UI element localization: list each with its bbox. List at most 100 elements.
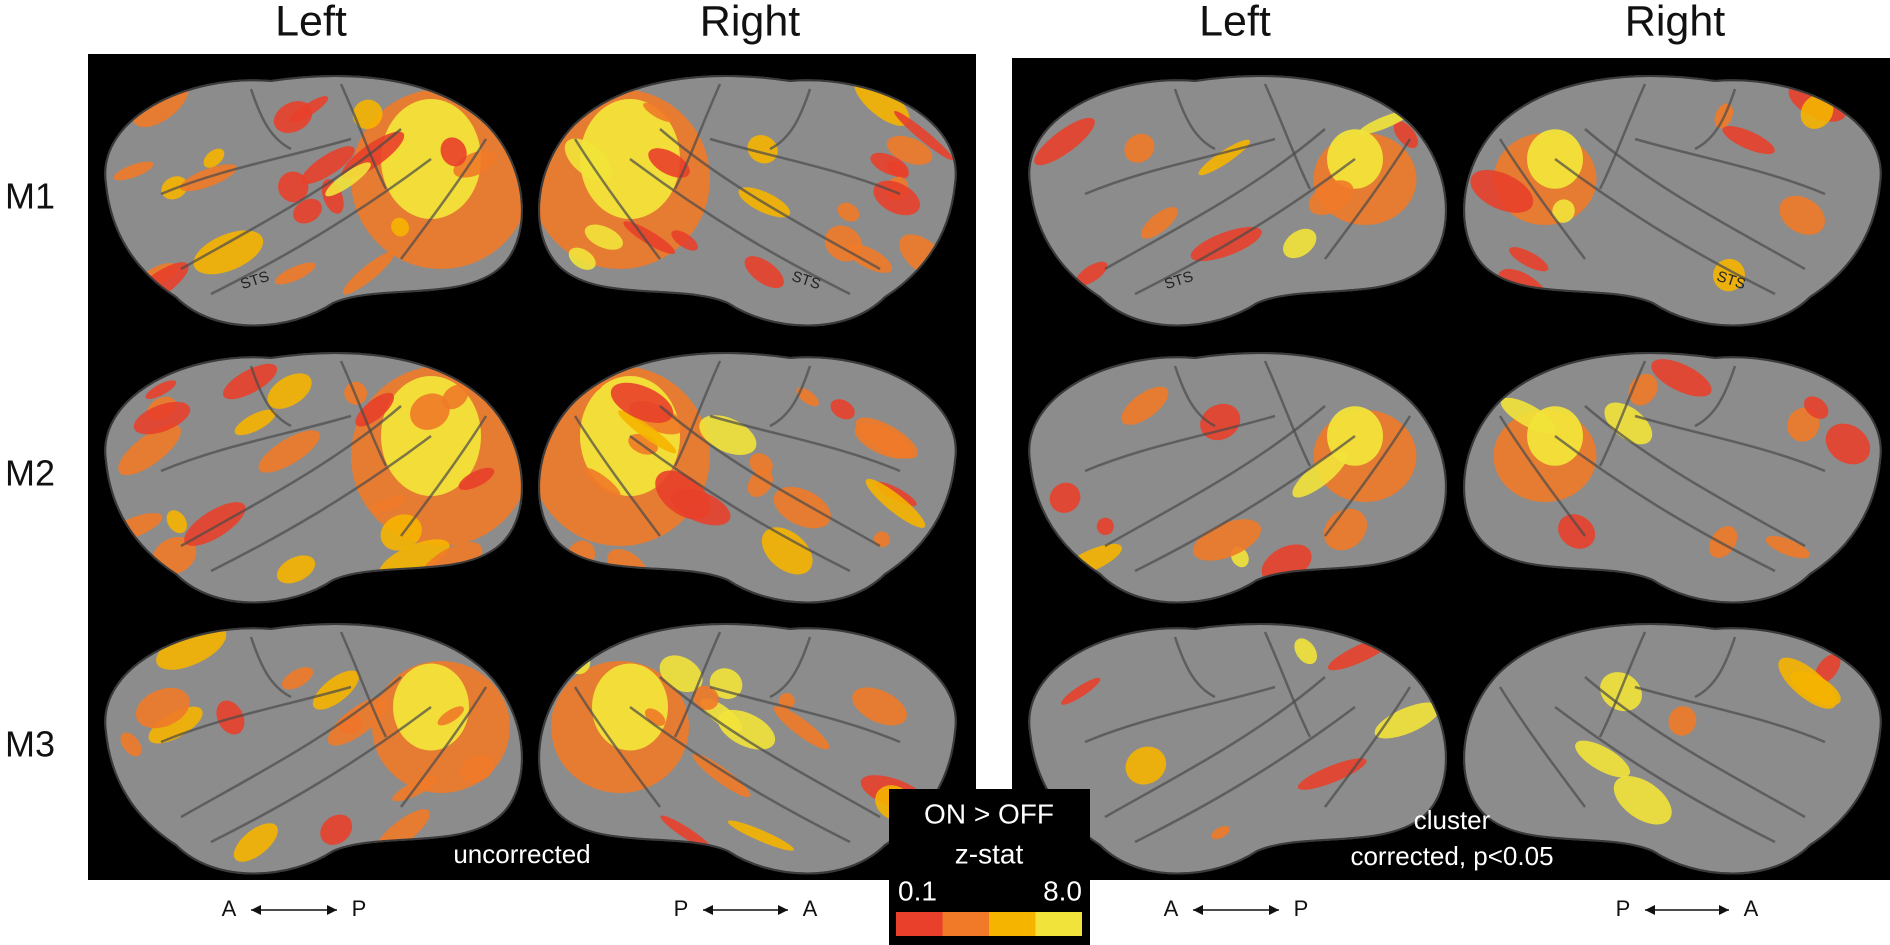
column-header: Right (700, 0, 800, 45)
activation (325, 162, 371, 197)
activation (692, 753, 751, 798)
brain-surface (1028, 75, 1447, 327)
activation (460, 754, 495, 784)
sulcus (1598, 631, 1647, 738)
colorbar-swatch (989, 912, 1036, 936)
activation (1558, 514, 1596, 549)
activation (118, 424, 181, 476)
activation (1804, 396, 1829, 419)
sulcus (769, 636, 812, 699)
activation (830, 399, 855, 420)
sulcus (573, 686, 662, 808)
activation (1800, 94, 1834, 129)
arrow-head (251, 905, 337, 915)
activation (761, 527, 813, 575)
activation (623, 221, 675, 254)
arrow-head (1193, 905, 1279, 915)
activation (610, 382, 674, 423)
orientation-label: P (1616, 896, 1631, 921)
activation (852, 687, 907, 726)
column-header: Left (1199, 0, 1271, 45)
cortex-outline (1028, 75, 1447, 327)
activation (1125, 746, 1167, 785)
orientation-label: A (803, 896, 818, 921)
cortex-outline (1463, 623, 1882, 875)
sulcus (210, 434, 432, 573)
sulcus (1104, 676, 1326, 819)
activation (865, 478, 926, 528)
sulcus (1598, 360, 1647, 467)
activation (873, 531, 890, 548)
activation (301, 146, 355, 184)
sulcus (339, 360, 388, 467)
sulcus (1134, 705, 1356, 844)
activation (1308, 180, 1354, 215)
activation (1294, 638, 1318, 665)
sulcus (1694, 365, 1737, 428)
activation (648, 148, 690, 178)
cortex-outline (104, 75, 523, 327)
activation (278, 171, 309, 203)
activation (1283, 228, 1317, 259)
activation (1060, 677, 1101, 705)
activation (893, 111, 953, 161)
sulcus (659, 676, 881, 819)
activation (584, 467, 621, 497)
sulcus (399, 138, 488, 260)
cortex-outline (104, 352, 523, 604)
activation (727, 820, 794, 851)
activation (1668, 706, 1697, 736)
cortex-outline (1028, 352, 1447, 604)
sulcus (180, 405, 402, 548)
activation (289, 96, 329, 123)
activation (293, 198, 322, 224)
brain-surface (538, 623, 957, 875)
activation-map (1049, 386, 1417, 584)
orientation-label: P (1294, 896, 1309, 921)
cortex-outline (538, 352, 957, 604)
activation (870, 152, 909, 177)
orientation-label: P (352, 896, 367, 921)
colorbar-swatch (1035, 912, 1082, 936)
row-label: M2 (5, 453, 55, 494)
colorbar-min: 0.1 (898, 875, 937, 906)
sulcus (709, 137, 901, 196)
colorbar-title: ON > OFF (924, 798, 1054, 829)
activation (120, 732, 142, 757)
sulcus (629, 434, 851, 573)
activation (749, 453, 773, 476)
activation (320, 814, 353, 845)
colorbar-swatch (896, 912, 943, 936)
activation-map (113, 79, 522, 307)
sulcus (1634, 414, 1826, 473)
activation (584, 224, 623, 250)
sulcus (249, 365, 292, 428)
activation-map (551, 653, 929, 851)
sulcus (659, 405, 881, 548)
activation (233, 823, 278, 862)
activation (1121, 386, 1169, 425)
sulcus (1173, 365, 1216, 428)
activation (693, 685, 719, 711)
sulcus (1263, 631, 1312, 738)
activation (133, 401, 191, 435)
sulcus (249, 636, 292, 699)
orientation-label: A (1744, 896, 1759, 921)
brain-surface (1463, 352, 1882, 604)
sulcus (1104, 405, 1326, 548)
sulcus (709, 685, 901, 744)
activation (660, 815, 713, 851)
sulcus (160, 414, 352, 473)
activation (855, 417, 918, 459)
sulcus (1694, 636, 1737, 699)
activation (1604, 402, 1653, 445)
activation (1778, 657, 1837, 709)
sulcus (1323, 686, 1412, 808)
activation (1140, 207, 1178, 239)
activation (458, 467, 495, 491)
activation (1211, 826, 1230, 840)
sulcus (673, 631, 722, 738)
sulcus (1584, 128, 1806, 271)
sulcus (180, 676, 402, 819)
